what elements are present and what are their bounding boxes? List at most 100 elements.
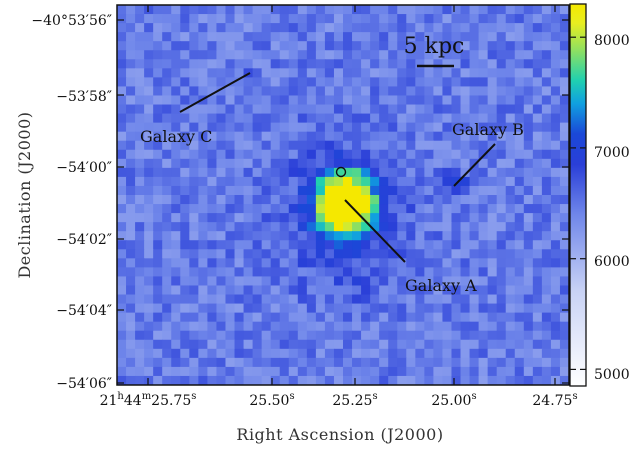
heatmap-cell <box>252 303 263 314</box>
heatmap-cell <box>180 95 190 106</box>
heatmap-cell <box>424 321 434 332</box>
x-tick-label-minutes-unit: m <box>142 391 152 402</box>
heatmap-cell <box>162 285 172 296</box>
heatmap-cell <box>180 312 190 323</box>
heatmap-cell <box>550 41 561 51</box>
heatmap-cell <box>532 375 543 385</box>
heatmap-cell <box>442 231 453 241</box>
heatmap-cell <box>153 131 163 142</box>
heatmap-cell <box>261 303 272 314</box>
x-tick-label-seconds-unit: s <box>289 391 294 402</box>
heatmap-cell <box>550 240 561 250</box>
heatmap-cell <box>324 185 335 196</box>
heatmap-cell <box>144 68 154 78</box>
heatmap-cell <box>144 185 154 196</box>
heatmap-cell <box>333 357 344 368</box>
heatmap-cell <box>388 176 398 187</box>
heatmap-cell <box>180 204 190 214</box>
heatmap-cell <box>487 312 498 323</box>
heatmap-cell <box>442 357 453 368</box>
heatmap-cell <box>315 213 326 223</box>
heatmap-cell <box>279 167 290 178</box>
y-tick-labels: −40°53′56″ −53′58″ −54′00″ −54′02″ −54′0… <box>31 13 112 392</box>
heatmap-cell <box>496 303 507 314</box>
heatmap-cell <box>478 231 489 241</box>
heatmap-cell <box>279 330 290 341</box>
heatmap-cell <box>162 366 172 377</box>
heatmap-cell <box>406 357 416 368</box>
heatmap-cell <box>478 140 489 151</box>
heatmap-cell <box>126 294 136 305</box>
heatmap-cell <box>370 312 380 323</box>
heatmap-cell <box>225 131 236 142</box>
heatmap-cell <box>288 240 299 250</box>
heatmap-cell <box>424 68 434 78</box>
heatmap-cell <box>216 330 227 341</box>
heatmap-cell <box>361 32 371 42</box>
heatmap-cell <box>406 32 416 42</box>
heatmap-cell <box>126 140 136 151</box>
heatmap-cell <box>388 140 398 151</box>
heatmap-cell <box>234 113 245 124</box>
heatmap-cell <box>297 222 308 232</box>
heatmap-cell <box>415 68 425 78</box>
heatmap-cell <box>352 231 362 241</box>
heatmap-cell <box>162 213 172 223</box>
heatmap-cell <box>297 249 308 259</box>
heatmap-cell <box>117 312 127 323</box>
heatmap-cell <box>279 5 290 15</box>
heatmap-cell <box>324 59 335 69</box>
heatmap-cell <box>279 339 290 350</box>
heatmap-cell <box>343 231 353 241</box>
heatmap-cell <box>180 59 190 69</box>
heatmap-cell <box>343 113 353 124</box>
heatmap-cell <box>424 5 434 15</box>
heatmap-cell <box>198 59 208 69</box>
heatmap-cell <box>460 68 471 78</box>
heatmap-cell <box>117 68 127 78</box>
heatmap-cell <box>117 5 127 15</box>
x-tick-label: 21h44m25.75s <box>100 391 197 409</box>
heatmap-cell <box>352 357 362 368</box>
heatmap-cell <box>559 68 569 78</box>
heatmap-cell <box>189 86 199 97</box>
heatmap-cell <box>171 113 181 124</box>
heatmap-cell <box>505 249 516 259</box>
heatmap-cell <box>234 375 245 385</box>
heatmap-cell <box>514 294 525 305</box>
heatmap-cell <box>225 158 236 169</box>
heatmap-cell <box>162 59 172 69</box>
heatmap-cell <box>279 158 290 169</box>
heatmap-cell <box>361 131 371 142</box>
heatmap-cell <box>532 95 543 106</box>
heatmap-cell <box>397 140 407 151</box>
heatmap-cell <box>343 330 353 341</box>
heatmap-cell <box>324 357 335 368</box>
heatmap-cell <box>180 339 190 350</box>
heatmap-cell <box>370 195 380 205</box>
heatmap-cell <box>189 95 199 106</box>
heatmap-cell <box>370 222 380 232</box>
heatmap-cell <box>306 222 317 232</box>
heatmap-cell <box>270 167 281 178</box>
heatmap-cell <box>433 122 444 133</box>
heatmap-cell <box>397 41 407 51</box>
heatmap-cell <box>370 303 380 314</box>
heatmap-cell <box>487 339 498 350</box>
heatmap-cell <box>171 366 181 377</box>
heatmap-cell <box>198 50 208 60</box>
heatmap-cell <box>243 195 254 205</box>
heatmap-cell <box>523 50 534 60</box>
heatmap-cell <box>352 167 362 178</box>
heatmap-cell <box>478 77 489 88</box>
heatmap-cell <box>388 366 398 377</box>
heatmap-cell <box>469 131 480 142</box>
heatmap-cell <box>442 86 453 97</box>
heatmap-cell <box>117 204 127 214</box>
heatmap-cell <box>496 41 507 51</box>
heatmap-cell <box>225 312 236 323</box>
heatmap-cell <box>505 167 516 178</box>
heatmap-cell <box>388 330 398 341</box>
heatmap-cell <box>252 204 263 214</box>
heatmap-cell <box>117 41 127 51</box>
